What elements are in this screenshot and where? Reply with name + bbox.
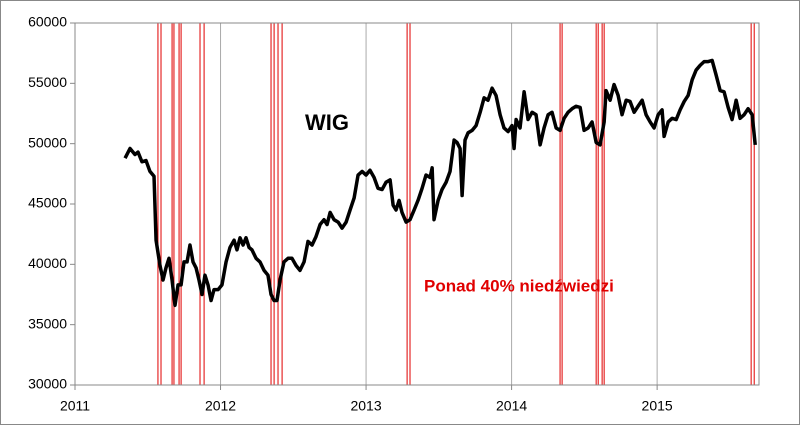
y-tick-label: 50000: [28, 134, 67, 150]
y-tick-label: 55000: [28, 74, 67, 90]
y-tick-label: 30000: [28, 376, 67, 392]
x-tick-label: 2014: [496, 398, 527, 414]
x-tick-label: 2015: [642, 398, 673, 414]
data-line: [123, 58, 757, 308]
y-tick-label: 60000: [28, 14, 67, 30]
y-tick-label: 40000: [28, 255, 67, 271]
plot-area: [74, 22, 760, 386]
x-tick-label: 2012: [205, 398, 236, 414]
x-tick-label: 2011: [60, 398, 90, 414]
annotation: WIG: [305, 110, 349, 135]
annotation: Ponad 40% niedźwiedzi: [424, 276, 614, 295]
y-tick-label: 35000: [28, 315, 67, 331]
x-tick-label: 2013: [350, 398, 381, 414]
y-tick-label: 45000: [28, 195, 67, 211]
